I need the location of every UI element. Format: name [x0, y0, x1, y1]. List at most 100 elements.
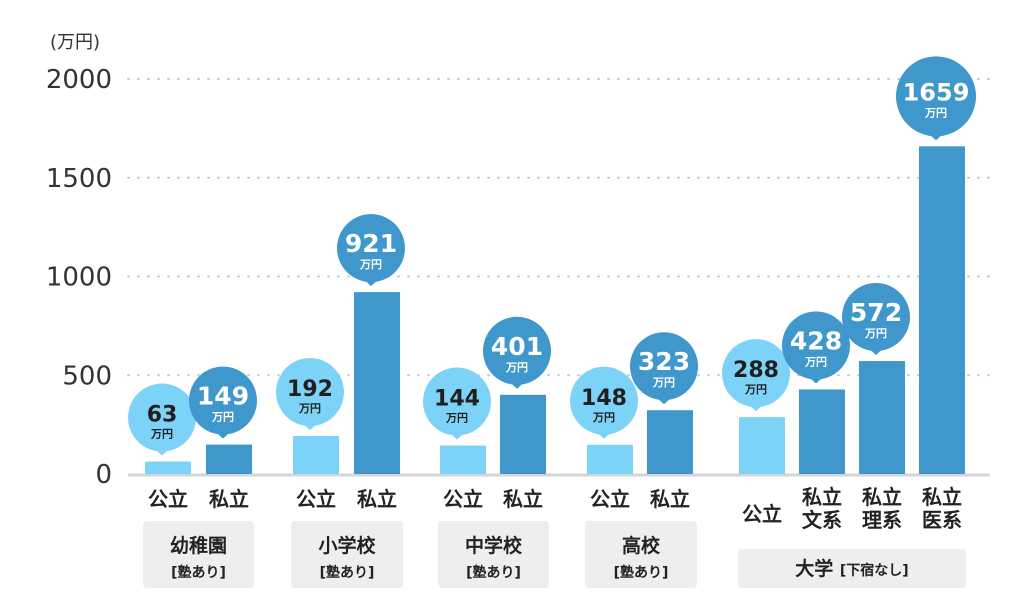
- x-category-label: 公立: [742, 502, 782, 526]
- bubble-circle: [782, 311, 850, 380]
- group-label-main: 大学: [795, 557, 840, 580]
- bubble-circle: [630, 332, 698, 401]
- bubble-circle: [189, 366, 257, 435]
- bubble-circle: [276, 358, 344, 427]
- bubble-circle: [423, 367, 491, 436]
- value-unit-label: 万円: [804, 355, 827, 368]
- bubble-circle: [842, 283, 910, 352]
- bar: [354, 292, 400, 474]
- x-category-label: 公立: [443, 487, 483, 511]
- group-label-box: 小学校 [塾あり]: [291, 521, 403, 588]
- value-label: 572: [850, 298, 902, 327]
- value-label: 192: [287, 377, 333, 402]
- value-label: 1659: [903, 78, 970, 106]
- value-label: 144: [434, 387, 480, 412]
- value-unit-label: 万円: [359, 258, 382, 271]
- value-label: 401: [491, 332, 543, 361]
- x-category-label: 私立: [503, 487, 543, 511]
- bar: [440, 445, 486, 474]
- bar: [919, 146, 965, 474]
- x-category-label: 文系: [802, 508, 842, 532]
- x-category-label: 私立: [209, 487, 249, 511]
- x-category-label: 理系: [862, 508, 902, 532]
- y-tick-label: 2000: [46, 65, 112, 95]
- y-tick-label: 0: [95, 460, 112, 490]
- y-tick-label: 1500: [46, 164, 112, 194]
- value-label: 288: [733, 358, 779, 383]
- value-unit-label: 万円: [445, 412, 468, 425]
- value-label: 148: [581, 386, 627, 411]
- bar: [206, 444, 252, 474]
- group-labels: 幼稚園 [塾あり] 小学校 [塾あり] 中学校 [塾あり] 高校 [塾あり] 大学 [下宿なし]: [143, 521, 966, 588]
- group-sublabel: [塾あり]: [466, 564, 521, 581]
- value-unit-label: 万円: [298, 402, 321, 415]
- bubble-circle: [483, 316, 551, 385]
- group-label: 幼稚園: [170, 534, 227, 557]
- value-unit-label: 万円: [924, 106, 947, 119]
- x-category-label: 公立: [148, 487, 188, 511]
- bar: [647, 410, 693, 474]
- group-sublabel: [塾あり]: [614, 564, 669, 581]
- bar: [799, 389, 845, 474]
- bar: [587, 444, 633, 474]
- value-unit-label: 万円: [744, 383, 767, 396]
- value-unit-label: 万円: [211, 411, 234, 424]
- x-category-label: 私立: [802, 485, 842, 509]
- group-sublabel: [下宿なし]: [840, 562, 909, 579]
- y-axis-ticks: 0 500 1000 1500 2000: [46, 65, 112, 490]
- group-box: [438, 521, 549, 588]
- group-box: [291, 521, 403, 588]
- x-category-label: 私立: [357, 487, 397, 511]
- value-unit-label: 万円: [864, 327, 887, 340]
- group-label: 高校: [622, 534, 661, 557]
- group-label: 中学校: [465, 534, 523, 557]
- bar: [739, 417, 785, 474]
- bubble-circle: [896, 56, 976, 137]
- bubble-circle: [570, 366, 638, 435]
- group-label-box: 中学校 [塾あり]: [438, 521, 549, 588]
- bubble-circle: [128, 383, 196, 452]
- value-label: 921: [345, 229, 397, 258]
- bubble-circle: [337, 214, 405, 283]
- group-box: [738, 549, 966, 588]
- group-sublabel: [塾あり]: [320, 564, 375, 581]
- bar: [500, 394, 546, 474]
- x-category-label: 私立: [650, 487, 690, 511]
- group-box: [143, 521, 254, 588]
- y-tick-label: 1000: [46, 263, 112, 293]
- group-label: 小学校: [318, 534, 376, 557]
- y-tick-label: 500: [62, 361, 112, 391]
- x-category-label: 公立: [590, 487, 630, 511]
- bar: [859, 361, 905, 474]
- bubble-circle: [722, 339, 790, 408]
- y-axis-unit-label: (万円): [50, 32, 100, 53]
- bar: [293, 436, 339, 474]
- x-category-label: 私立: [922, 485, 962, 509]
- bar: [145, 461, 191, 474]
- value-label: 63: [147, 403, 178, 428]
- value-label: 149: [197, 382, 249, 411]
- value-unit-label: 万円: [505, 361, 528, 374]
- group-box: [585, 521, 697, 588]
- group-label: 大学 [下宿なし]: [795, 557, 908, 580]
- value-unit-label: 万円: [592, 411, 615, 424]
- group-label-box: 高校 [塾あり]: [585, 521, 697, 588]
- group-label-box: 幼稚園 [塾あり]: [143, 521, 254, 588]
- grid-lines: [127, 78, 991, 477]
- value-unit-label: 万円: [150, 428, 173, 441]
- value-label: 428: [790, 326, 842, 355]
- group-sublabel: [塾あり]: [171, 564, 226, 581]
